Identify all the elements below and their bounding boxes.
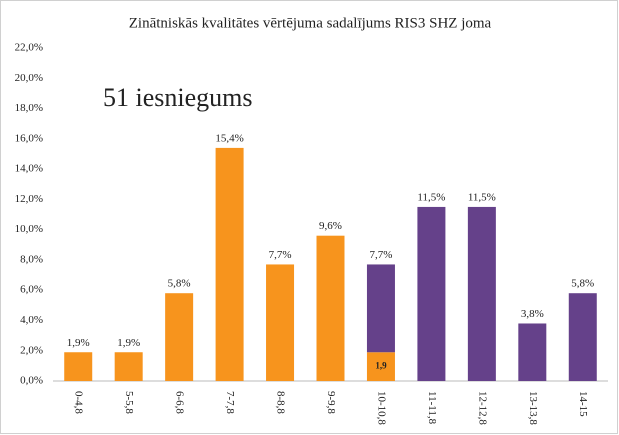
x-tick-label: 11-11,8 bbox=[426, 391, 438, 425]
bar bbox=[64, 352, 93, 381]
y-tick-label: 16,0% bbox=[15, 132, 43, 144]
x-tick-label: 8-8,8 bbox=[275, 391, 287, 414]
y-tick-label: 14,0% bbox=[15, 163, 43, 175]
bar bbox=[114, 352, 143, 381]
x-tick-label: 10-10,8 bbox=[375, 391, 387, 425]
chart-title: Zinātniskās kvalitātes vērtējuma sadalīj… bbox=[129, 15, 492, 31]
data-label: 1,9% bbox=[117, 337, 140, 349]
y-tick-label: 12,0% bbox=[15, 193, 43, 205]
data-label: 5,8% bbox=[168, 278, 191, 290]
bar bbox=[518, 323, 547, 381]
bar bbox=[165, 293, 194, 381]
bar bbox=[467, 206, 496, 381]
bar bbox=[366, 264, 395, 353]
x-tick-label: 9-9,8 bbox=[325, 391, 337, 414]
y-tick-label: 10,0% bbox=[15, 223, 43, 235]
x-tick-label: 7-7,8 bbox=[224, 391, 236, 414]
bar bbox=[568, 293, 597, 381]
data-label: 15,4% bbox=[215, 132, 243, 144]
bar bbox=[366, 352, 395, 381]
x-tick-label: 13-13,8 bbox=[527, 391, 539, 425]
bar bbox=[417, 206, 446, 381]
x-tick-label: 5-5,8 bbox=[123, 391, 135, 414]
data-label: 1,9% bbox=[67, 337, 90, 349]
bar bbox=[316, 235, 345, 381]
segment-label: 1,9 bbox=[375, 361, 387, 371]
bar bbox=[215, 147, 244, 381]
y-tick-label: 8,0% bbox=[20, 253, 43, 265]
data-label: 3,8% bbox=[521, 308, 544, 320]
bar bbox=[266, 264, 295, 381]
y-tick-label: 22,0% bbox=[15, 42, 43, 54]
data-label: 9,6% bbox=[319, 220, 342, 232]
x-tick-label: 12-12,8 bbox=[476, 391, 488, 425]
y-tick-label: 2,0% bbox=[20, 344, 43, 356]
data-label: 11,5% bbox=[468, 191, 496, 203]
x-tick-label: 6-6,8 bbox=[174, 391, 186, 414]
y-tick-label: 4,0% bbox=[20, 314, 43, 326]
data-label: 5,8% bbox=[571, 278, 594, 290]
x-tick-label: 0-4,8 bbox=[73, 391, 85, 414]
y-tick-label: 0,0% bbox=[20, 375, 43, 387]
x-tick-label: 14-15 bbox=[577, 391, 589, 417]
data-label: 7,7% bbox=[369, 249, 392, 261]
y-tick-label: 18,0% bbox=[15, 102, 43, 114]
y-tick-label: 6,0% bbox=[20, 284, 43, 296]
data-label: 11,5% bbox=[417, 191, 445, 203]
data-label: 7,7% bbox=[269, 249, 292, 261]
annotation: 51 iesniegums bbox=[103, 83, 253, 112]
y-tick-label: 20,0% bbox=[15, 72, 43, 84]
